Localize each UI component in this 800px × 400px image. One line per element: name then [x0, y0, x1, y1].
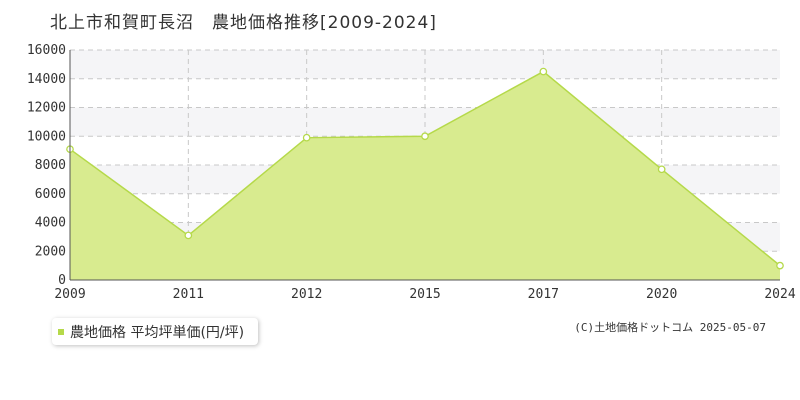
x-tick-label: 2012 [291, 287, 322, 302]
x-tick-label: 2020 [646, 287, 677, 302]
y-tick-label: 12000 [27, 101, 66, 116]
x-tick-label: 2015 [409, 287, 440, 302]
y-tick-label: 6000 [35, 187, 66, 202]
y-tick-label: 4000 [35, 216, 66, 231]
credit-text: (C)土地価格ドットコム 2025-05-07 [574, 321, 766, 334]
chart-title: 北上市和賀町長沼 農地価格推移[2009-2024] [50, 13, 437, 33]
area-fill [70, 71, 780, 280]
data-point [539, 67, 548, 76]
x-tick-label: 2017 [528, 287, 559, 302]
legend-swatch [58, 328, 64, 335]
data-point [657, 165, 666, 174]
data-point [302, 133, 311, 142]
legend-label: 農地価格 平均坪単価(円/坪) [70, 324, 245, 341]
y-tick-label: 0 [58, 273, 66, 288]
y-tick-label: 14000 [27, 72, 66, 87]
y-tick-label: 2000 [35, 244, 66, 259]
x-tick-label: 2011 [173, 287, 204, 302]
x-tick-label: 2009 [54, 287, 85, 302]
legend: 農地価格 平均坪単価(円/坪) [52, 318, 259, 345]
y-tick-label: 10000 [27, 129, 66, 144]
y-tick-label: 8000 [35, 158, 66, 173]
data-point [184, 231, 193, 240]
data-point [776, 261, 784, 270]
data-point [421, 132, 429, 141]
x-tick-label: 2024 [764, 287, 795, 302]
y-tick-label: 16000 [27, 43, 66, 58]
